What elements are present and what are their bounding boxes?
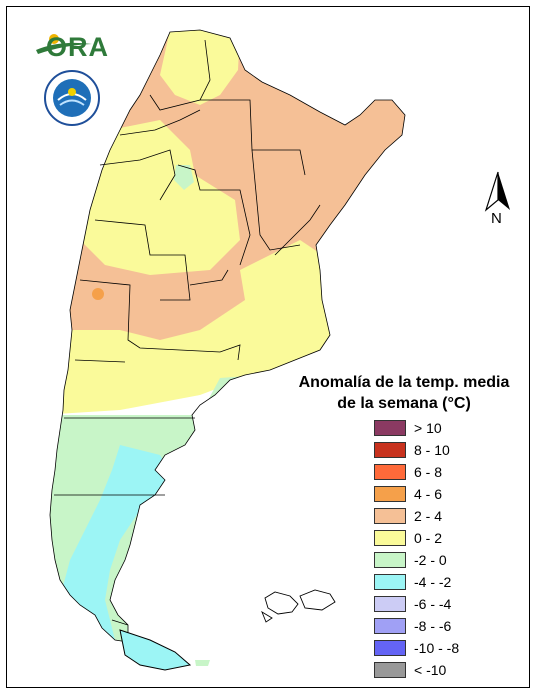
isla-soledad-west bbox=[264, 591, 299, 615]
legend-label: 2 - 4 bbox=[414, 508, 443, 524]
legend-item: 0 - 2 bbox=[374, 527, 459, 549]
legend-item: -8 - -6 bbox=[374, 615, 459, 637]
legend-swatch bbox=[374, 552, 406, 568]
legend-swatch bbox=[374, 530, 406, 546]
legend-swatch bbox=[374, 486, 406, 502]
anomaly-band-minus2-0-pocket bbox=[174, 165, 194, 190]
legend-item: -6 - -4 bbox=[374, 593, 459, 615]
boundary-entrerios bbox=[274, 204, 321, 256]
legend-label: 4 - 6 bbox=[414, 486, 443, 502]
legend-item: < -10 bbox=[374, 659, 459, 681]
legend-label: -10 - -8 bbox=[414, 640, 460, 656]
isla-de-los-estados bbox=[195, 660, 210, 666]
legend-label: 0 - 2 bbox=[414, 530, 443, 546]
boundary-sanjuan-sanluis bbox=[94, 219, 191, 301]
boundary-tierradelfuego bbox=[111, 619, 129, 626]
boundary-santiago-cordoba bbox=[177, 164, 251, 266]
legend-swatch bbox=[374, 420, 406, 436]
province-boundaries bbox=[49, 29, 406, 643]
sun-swoosh-logo-icon bbox=[36, 34, 92, 54]
north-arrow-label: N bbox=[491, 210, 502, 227]
legend-swatch bbox=[374, 662, 406, 678]
boundary-catamarca-tucuman bbox=[119, 109, 201, 136]
legend-label: -8 - -6 bbox=[414, 618, 452, 634]
legend-item: 6 - 8 bbox=[374, 461, 459, 483]
legend-label: -6 - -4 bbox=[414, 596, 452, 612]
legend-label: > 10 bbox=[414, 420, 442, 436]
legend-item: 8 - 10 bbox=[374, 439, 459, 461]
boundary-santafe bbox=[251, 149, 301, 251]
country-outline bbox=[49, 29, 406, 643]
boundary-larioja-catamarca bbox=[99, 149, 176, 201]
legend-swatch bbox=[374, 464, 406, 480]
tierra-del-fuego bbox=[119, 629, 192, 671]
tierra-del-fuego-island bbox=[119, 629, 210, 671]
anomaly-band-0-2-north bbox=[160, 30, 240, 105]
legend-swatch bbox=[374, 640, 406, 656]
map-frame bbox=[6, 6, 530, 688]
legend-item: > 10 bbox=[374, 417, 459, 439]
boundary-neuquen bbox=[74, 359, 126, 363]
legend-swatch bbox=[374, 508, 406, 524]
legend-label: 6 - 8 bbox=[414, 464, 443, 480]
legend-label: 8 - 10 bbox=[414, 442, 450, 458]
smn-logo bbox=[44, 70, 100, 126]
north-arrow: N bbox=[480, 170, 516, 232]
weather-service-seal-icon bbox=[44, 70, 100, 126]
legend-label: < -10 bbox=[414, 662, 447, 678]
malvinas-islet bbox=[261, 610, 273, 623]
ora-logo-text: ORA bbox=[46, 32, 109, 62]
anomaly-band-minus4-minus2 bbox=[62, 445, 175, 640]
legend-title-line1: Anomalía de la temp. media bbox=[298, 374, 510, 391]
boundary-mendoza-lapampa bbox=[79, 279, 241, 361]
legend-item: 2 - 4 bbox=[374, 505, 459, 527]
boundary-lapampa-bsas bbox=[189, 269, 229, 286]
north-arrow-icon bbox=[484, 171, 510, 212]
legend-swatch bbox=[374, 442, 406, 458]
legend-title: Anomalía de la temp. media de la semana … bbox=[286, 372, 522, 414]
legend: > 10 8 - 10 6 - 8 4 - 6 2 - 4 0 - 2 -2 - 0 -4 -… bbox=[374, 417, 459, 681]
legend-item: -4 - -2 bbox=[374, 571, 459, 593]
isla-soledad-east bbox=[299, 589, 336, 611]
legend-item: -10 - -8 bbox=[374, 637, 459, 659]
ora-logo: ORA bbox=[34, 30, 108, 62]
anomaly-spot-4-6 bbox=[92, 288, 104, 300]
legend-swatch bbox=[374, 618, 406, 634]
legend-label: -2 - 0 bbox=[414, 552, 447, 568]
legend-item: 4 - 6 bbox=[374, 483, 459, 505]
legend-item: -2 - 0 bbox=[374, 549, 459, 571]
malvinas-islands bbox=[261, 589, 336, 623]
legend-title-line2: de la semana (°C) bbox=[337, 395, 471, 412]
legend-label: -4 - -2 bbox=[414, 574, 452, 590]
legend-swatch bbox=[374, 574, 406, 590]
legend-swatch bbox=[374, 596, 406, 612]
